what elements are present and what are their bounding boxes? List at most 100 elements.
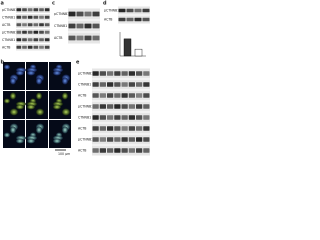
blot-band [136, 104, 143, 109]
micrograph [26, 120, 48, 148]
blot-label: CTNNB1 [78, 116, 91, 120]
blot-band [99, 104, 106, 109]
blot-band [99, 115, 106, 120]
blot-strip [16, 14, 50, 21]
blot-band [143, 82, 150, 87]
blot-band [39, 38, 44, 42]
blot-band [92, 148, 99, 153]
blot-band [16, 45, 22, 49]
blot-band [114, 126, 121, 131]
blot-band [22, 15, 27, 19]
blot-band [121, 148, 128, 153]
blot-band [27, 15, 33, 19]
blot-band [114, 93, 121, 98]
blot-strip [68, 8, 100, 20]
blot-band [136, 148, 143, 153]
blot-strip [118, 15, 150, 24]
blot-band [44, 23, 50, 27]
bar [123, 38, 132, 57]
cell [16, 104, 24, 110]
blot-label: ACTB [78, 94, 86, 98]
cell [36, 77, 42, 85]
blot-label: ACTB [54, 36, 62, 40]
blot-band [136, 93, 143, 98]
blot-strip [92, 68, 150, 79]
blot-band [33, 45, 39, 49]
blot-band [121, 104, 128, 109]
cell [27, 138, 35, 144]
blot-band [22, 30, 27, 34]
blot-band [39, 45, 44, 49]
blot-band [99, 148, 106, 153]
blot-band [92, 137, 99, 142]
panel-letter: a [1, 1, 4, 7]
cell [53, 70, 61, 76]
blot-band [27, 45, 33, 49]
blot-label: pCTNNB1 [2, 30, 17, 34]
blot-band [99, 137, 106, 142]
blot-band [27, 8, 33, 12]
panel-letter: e [76, 60, 80, 66]
blot-band [16, 30, 22, 34]
blot-label: pCTNNB1 [78, 105, 93, 109]
cell [36, 92, 42, 100]
blot-band [107, 82, 114, 87]
blot-label: pCTNNB1 [104, 9, 119, 13]
blot-band [92, 11, 100, 17]
blot-strip [16, 36, 50, 43]
panel-letter: d [103, 1, 107, 7]
blot-band [128, 137, 135, 142]
blot-band [92, 115, 99, 120]
cell [62, 77, 68, 85]
blot-band [128, 104, 135, 109]
blot-band [44, 38, 50, 42]
blot-band [107, 148, 114, 153]
blot-band [44, 15, 50, 19]
blot-band [33, 38, 39, 42]
cell [53, 104, 61, 110]
blot-band [128, 126, 135, 131]
blot-band [107, 93, 114, 98]
blot-band [76, 35, 84, 41]
blot-band [39, 23, 44, 27]
blot-strip [68, 20, 100, 32]
blot-band [107, 126, 114, 131]
blot-band [99, 126, 106, 131]
micrograph [3, 91, 25, 119]
blot-band [16, 23, 22, 27]
cell [53, 138, 61, 144]
blot-band [143, 126, 150, 131]
blot-band [136, 82, 143, 87]
blot-band [92, 82, 99, 87]
cell [4, 132, 10, 138]
blot-band [92, 35, 100, 41]
blot-band [142, 17, 150, 22]
blot-band [22, 8, 27, 12]
blot-strip [92, 101, 150, 112]
cell [27, 70, 35, 76]
blot-band [107, 115, 114, 120]
blot-strip [92, 145, 150, 156]
blot-band [143, 93, 150, 98]
blot-band [126, 17, 134, 22]
blot-band [76, 11, 84, 17]
cell [62, 108, 70, 116]
blot-band [84, 23, 92, 29]
page: {"panels": [ {"letter": "a", "labels": [… [0, 0, 150, 158]
blot-band [136, 115, 143, 120]
blot-band [99, 71, 106, 76]
cell [10, 77, 16, 85]
blot-strip [16, 29, 50, 36]
blot-band [27, 30, 33, 34]
blot-band [68, 35, 76, 41]
blot-band [128, 93, 135, 98]
blot-band [22, 38, 27, 42]
blot-strip [16, 6, 50, 13]
blot-band [107, 137, 114, 142]
blot-band [118, 8, 126, 13]
blot-band [114, 104, 121, 109]
panel-letter: c [52, 1, 55, 7]
cell [62, 126, 68, 134]
blot-label: pCTNNB1 [78, 138, 93, 142]
blot-label: ACTB [2, 45, 10, 49]
